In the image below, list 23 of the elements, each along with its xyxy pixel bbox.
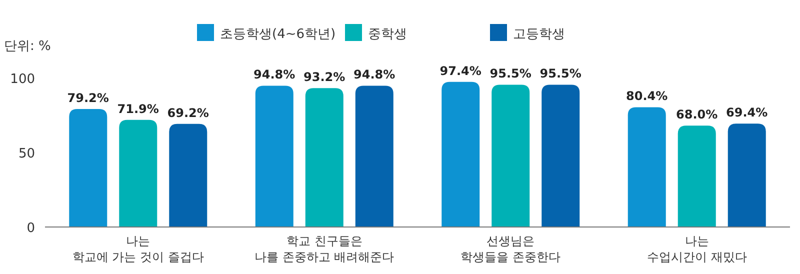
y-tick-label: 100 — [10, 72, 35, 87]
data-label: 94.8% — [354, 68, 396, 82]
data-label: 68.0% — [676, 108, 718, 122]
data-label: 71.9% — [117, 102, 159, 116]
data-label: 79.2% — [67, 90, 109, 105]
x-tick-label: 나는 학교에 가는 것이 즐겁다 — [72, 234, 204, 264]
data-label: 95.5% — [490, 66, 532, 81]
legend-label: 중학생 — [368, 27, 407, 42]
legend-label: 초등학생(4~6학년) — [220, 27, 336, 42]
data-label: 93.2% — [304, 70, 346, 84]
y-axis-title: 단위: % — [4, 39, 51, 54]
data-label: 97.4% — [440, 64, 482, 78]
x-tick-label: 학교 친구들은 나를 존중하고 배려해준다 — [254, 234, 394, 264]
data-label: 80.4% — [626, 89, 668, 104]
data-label: 94.8% — [254, 68, 296, 82]
y-tick-label: 0 — [26, 221, 35, 236]
y-tick-label: 50 — [18, 146, 35, 162]
legend-label: 고등학생 — [513, 27, 565, 42]
data-label: 69.4% — [726, 106, 768, 120]
data-label: 69.2% — [167, 106, 209, 120]
data-label: 95.5% — [540, 66, 582, 81]
x-tick-label: 나는 수업시간이 재밌다 — [646, 234, 747, 264]
x-tick-label: 선생님은 학생들을 존중한다 — [460, 234, 561, 264]
